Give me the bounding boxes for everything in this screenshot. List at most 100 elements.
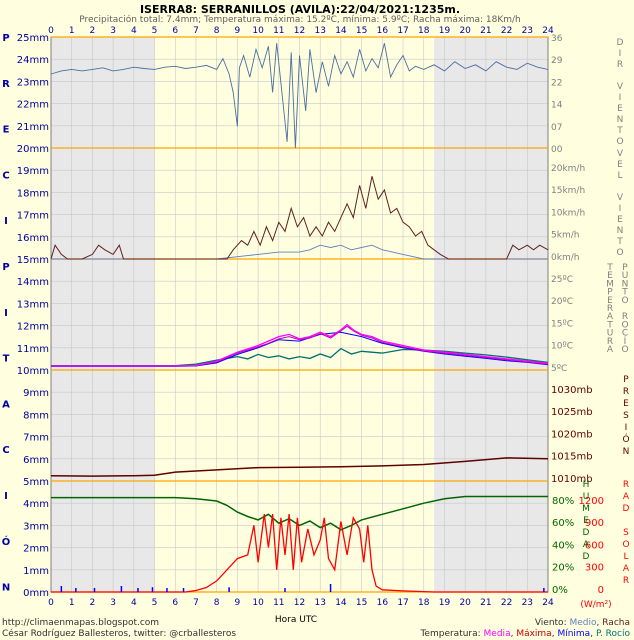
- humidity-tick: 0%: [552, 585, 568, 596]
- x-tick-top: 18: [418, 26, 430, 36]
- left-letter: I: [4, 491, 8, 502]
- pressure-tick: 1020mb: [551, 429, 593, 440]
- temperature-tick: 20ºC: [551, 297, 573, 307]
- wind-dir-side-label-char: E: [617, 104, 623, 114]
- left-axis-letters: P R E C I P I T A C I Ó N: [2, 33, 11, 594]
- x-tick-top: 2: [90, 26, 96, 36]
- temp-legend: Temperatura: Media, Máxima, Mínima, P. R…: [419, 629, 630, 639]
- temp-legend-media: Media: [484, 629, 511, 639]
- temp-legend-rocio: P. Rocío: [596, 629, 631, 639]
- x-tick-top: 21: [480, 26, 491, 36]
- left-axis-tick: 2mm: [23, 544, 49, 555]
- left-axis-tick: 15mm: [17, 255, 49, 266]
- x-tick-bottom: 14: [335, 598, 347, 608]
- solar-tick: 1200: [579, 496, 604, 507]
- left-letter: P: [2, 262, 9, 273]
- temperature-side-label-char: T: [606, 320, 613, 330]
- left-axis-tick: 5mm: [23, 477, 49, 488]
- wind-legend-sep: ,: [597, 618, 603, 628]
- humidity-tick: 20%: [552, 563, 574, 574]
- dew-point-side-label-char: C: [622, 329, 628, 339]
- night-band: [434, 37, 548, 592]
- temp-legend-maxima: Máxima: [516, 629, 551, 639]
- wind-speed-side-label-char: T: [616, 237, 623, 247]
- dew-point-side-label-char: O: [621, 296, 628, 306]
- wind-speed-side-label-char: L: [617, 171, 622, 181]
- temperature-side-label-char: P: [607, 288, 613, 298]
- wind-dir-side-label-char: N: [617, 115, 624, 125]
- x-tick-top: 10: [252, 26, 264, 36]
- left-letter: Ó: [2, 535, 11, 548]
- wind-dir-tick: 00: [551, 145, 563, 155]
- x-tick-top: 15: [356, 26, 367, 36]
- temperature-tick: 5ºC: [551, 364, 567, 374]
- x-ticks-bottom: 0 1 2 3 4 5 6 7 8 9 10 11 12 13 14 15 16 17 18 19 20 21 22 23 24: [48, 598, 554, 608]
- left-axis-tick: 23mm: [17, 77, 49, 88]
- panel-borders: [50, 36, 549, 593]
- night-bands: [51, 37, 548, 592]
- x-tick-bottom: 18: [418, 598, 430, 608]
- night-band: [51, 37, 155, 592]
- left-axis-tick: 18mm: [17, 188, 49, 199]
- solar-tick: 900: [585, 518, 604, 529]
- x-tick-bottom: 12: [294, 598, 305, 608]
- pressure-tick: 1025mb: [551, 407, 593, 418]
- left-axis-tick: 11mm: [17, 344, 49, 355]
- left-letter: N: [2, 583, 10, 594]
- left-axis-tick: 16mm: [17, 233, 49, 244]
- wind-speed-tick: 5km/h: [551, 231, 579, 241]
- left-letter: R: [2, 79, 10, 90]
- x-tick-top: 1: [69, 26, 75, 36]
- wind-average-line: [51, 244, 548, 260]
- chart-title: ISERRA8: SERRANILLOS (AVILA):22/04/2021:…: [140, 3, 460, 16]
- x-tick-bottom: 5: [152, 598, 158, 608]
- solar-side-label-char: A: [623, 492, 630, 502]
- dew-point-side-label-char: R: [622, 312, 628, 322]
- x-tick-top: 20: [459, 26, 471, 36]
- left-axis-tick: 10mm: [17, 366, 49, 377]
- left-letter: P: [2, 33, 9, 44]
- wind-speed-side-label-char: N: [617, 226, 624, 236]
- left-letter: T: [3, 354, 10, 365]
- x-tick-top: 7: [193, 26, 199, 36]
- humidity-side-label-char: M: [582, 504, 590, 514]
- wind-dir-side-label-char: R: [617, 60, 623, 70]
- humidity-tick: 40%: [552, 540, 574, 551]
- humidity-side-label-char: U: [583, 492, 590, 502]
- left-axis-tick: 17mm: [17, 211, 49, 222]
- x-tick-top: 5: [152, 26, 158, 36]
- left-axis-tick: 21mm: [17, 122, 49, 133]
- temperature-side-label-char: A: [607, 345, 614, 355]
- wind-dir-side-label-char: O: [616, 137, 623, 147]
- temp-legend-prefix: Temperatura:: [419, 629, 480, 639]
- wind-speed-tick: 10km/h: [551, 208, 585, 218]
- solar-side-label-char: D: [623, 504, 630, 514]
- temperature-side-label-char: E: [607, 296, 613, 306]
- solar-side-label-char: S: [623, 528, 629, 538]
- solar-radiation-line: [51, 514, 548, 593]
- side-labels: DIRVIENTOVELVIENTOTEMPERATURAPUNTOROCÍOP…: [582, 38, 630, 586]
- temperature-side-label-char: T: [606, 263, 613, 273]
- x-tick-top: 4: [131, 26, 137, 36]
- left-axis-tick: 1mm: [23, 566, 49, 577]
- x-tick-bottom: 19: [439, 598, 451, 608]
- right-axis-labels: 36 29 22 14 07 00 20km/h 15km/h 10km/h 5km/h 0km/h…: [551, 34, 612, 610]
- x-tick-top: 17: [397, 26, 408, 36]
- x-tick-bottom: 17: [397, 598, 408, 608]
- x-tick-bottom: 15: [356, 598, 367, 608]
- pressure-side-label-char: Ó: [622, 433, 629, 445]
- wind-dir-tick: 22: [551, 78, 562, 88]
- temperature-tick: 10ºC: [551, 342, 573, 352]
- left-axis-tick: 9mm: [23, 388, 49, 399]
- temperature-min-line: [51, 331, 549, 367]
- x-tick-bottom: 20: [459, 598, 471, 608]
- x-axis-label: Hora UTC: [275, 615, 317, 625]
- dew-point-side-label-char: P: [622, 263, 628, 273]
- wind-speed-side-label-char: O: [616, 248, 623, 258]
- dew-point-side-label-char: Í: [624, 335, 627, 347]
